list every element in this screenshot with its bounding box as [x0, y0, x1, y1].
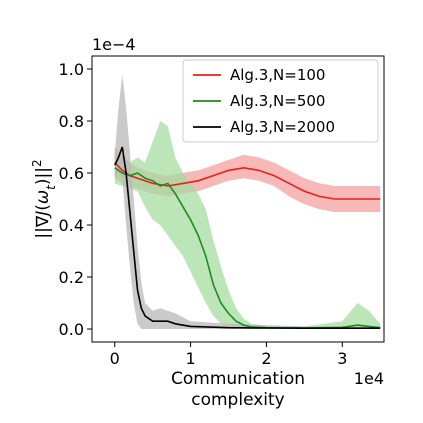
- x-scale-label: 1e4: [354, 369, 384, 388]
- y-ticks: 0.0 0.2 0.4 0.6 0.8 1.0: [59, 60, 92, 339]
- series-band-1: [114, 147, 381, 212]
- y-tick-label: 1.0: [59, 60, 84, 79]
- series-lines: [114, 146, 381, 330]
- series-line-3: [114, 146, 381, 330]
- y-tick-label: 0.6: [59, 164, 84, 183]
- y-axis-label: ||∇J(ωt)||2: [30, 159, 58, 238]
- legend-label-1: Alg.3,N=100: [230, 66, 325, 84]
- legend-label-3: Alg.3,N=2000: [230, 118, 335, 136]
- series-line-1: [114, 162, 381, 200]
- series-band-3: [114, 74, 381, 329]
- y-scale-label: 1e−4: [92, 35, 136, 54]
- legend: Alg.3,N=100 Alg.3,N=500 Alg.3,N=2000: [182, 59, 379, 143]
- legend-label-2: Alg.3,N=500: [230, 92, 325, 110]
- y-tick-label: 0.4: [59, 216, 84, 235]
- x-axis-label-line1: Communication: [171, 369, 305, 389]
- y-tick-label: 0.2: [59, 268, 84, 287]
- svg-text:||∇J(ωt)||2: ||∇J(ωt)||2: [30, 159, 58, 238]
- y-tick-label: 0.8: [59, 112, 84, 131]
- plot-frame: [91, 55, 385, 343]
- x-ticks: 0 1 2 3: [110, 342, 347, 368]
- legend-box: [182, 59, 379, 143]
- confidence-bands: [114, 74, 381, 329]
- x-tick-label: 3: [337, 349, 347, 368]
- x-axis-label-line2: complexity: [191, 390, 285, 410]
- x-tick-label: 1: [186, 349, 196, 368]
- y-tick-label: 0.0: [59, 320, 84, 339]
- x-tick-label: 2: [261, 349, 271, 368]
- series-band-2: [114, 121, 381, 329]
- x-tick-label: 0: [110, 349, 120, 368]
